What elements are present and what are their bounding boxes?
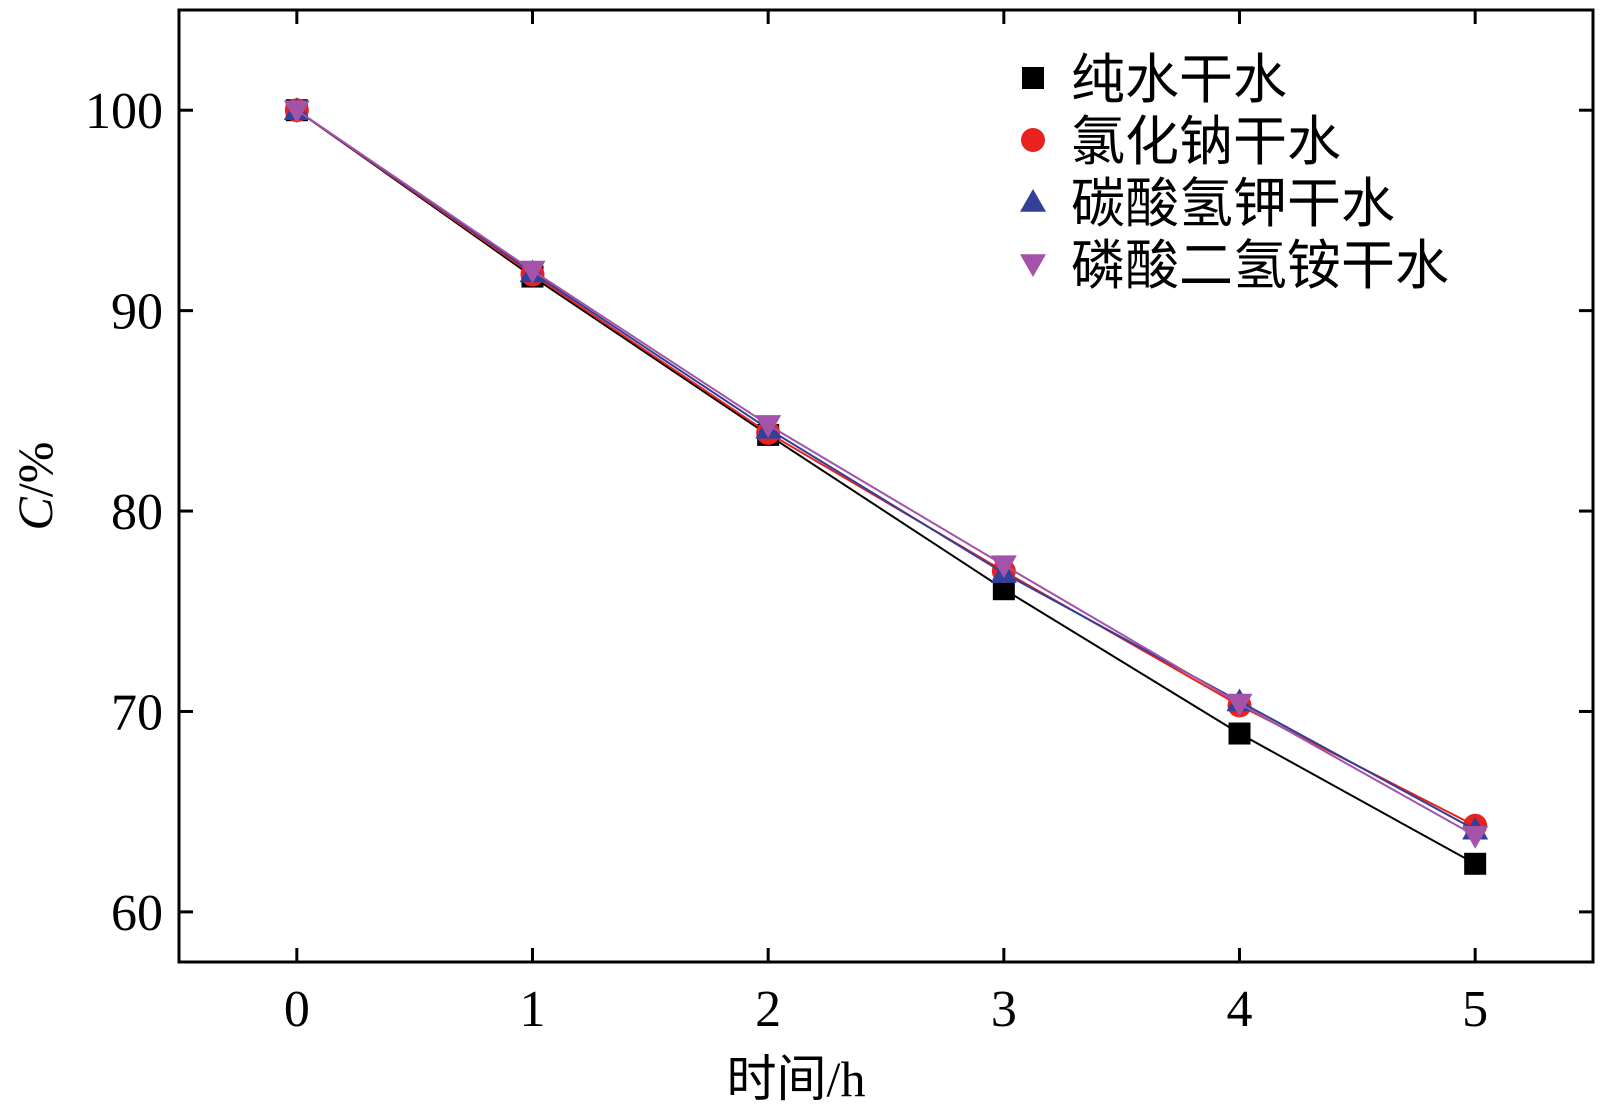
legend-marker — [1021, 128, 1045, 152]
data-point — [992, 578, 1015, 601]
legend-label: 碳酸氢钾干水 — [1071, 172, 1395, 235]
y-tick-label: 70 — [111, 684, 163, 741]
x-tick-label: 1 — [520, 981, 546, 1038]
plot-area — [177, 8, 1595, 964]
x-tick-label: 0 — [284, 981, 310, 1038]
axes: 0 1 2 3 4 5 60 70 80 90 100 时间/h C/% — [7, 10, 1593, 1105]
y-axis-title-variable: C — [7, 496, 63, 530]
series-line — [296, 109, 1476, 831]
legend-label: 氯化钠干水 — [1071, 110, 1341, 173]
series-line — [296, 109, 1476, 865]
x-tick-label: 5 — [1462, 981, 1488, 1038]
legend-item: 纯水干水 — [1022, 48, 1287, 111]
y-tick-label: 80 — [111, 484, 163, 541]
plot-frame — [177, 8, 1595, 964]
y-axis-title-unit: /% — [7, 442, 63, 498]
legend-item: 磷酸二氢铵干水 — [1020, 234, 1449, 297]
y-tick-label: 60 — [111, 885, 163, 942]
data-point — [755, 415, 782, 438]
series-group — [283, 97, 1489, 875]
data-point — [1462, 825, 1489, 849]
series-line — [296, 109, 1476, 837]
data-point — [1226, 693, 1253, 717]
x-tick-label: 4 — [1227, 981, 1253, 1038]
x-axis-title: 时间/h — [727, 1051, 866, 1105]
legend-marker — [1020, 254, 1046, 277]
data-point — [519, 260, 546, 284]
series-4 — [283, 100, 1489, 849]
legend-marker — [1022, 67, 1044, 89]
data-point — [1228, 722, 1251, 745]
data-point — [1464, 852, 1487, 875]
y-tick-label: 90 — [111, 284, 163, 341]
y-axis-title: C/% — [7, 442, 63, 531]
legend-label: 纯水干水 — [1071, 48, 1287, 111]
legend-label: 磷酸二氢铵干水 — [1071, 234, 1449, 297]
data-point — [283, 100, 310, 124]
legend-item: 氯化钠干水 — [1021, 110, 1341, 173]
y-tick-label: 100 — [85, 83, 163, 140]
data-point — [990, 555, 1017, 579]
x-tick-label: 2 — [755, 981, 781, 1038]
x-tick-label: 3 — [991, 981, 1017, 1038]
legend-item: 碳酸氢钾干水 — [1020, 172, 1395, 235]
legend-marker — [1020, 189, 1046, 212]
